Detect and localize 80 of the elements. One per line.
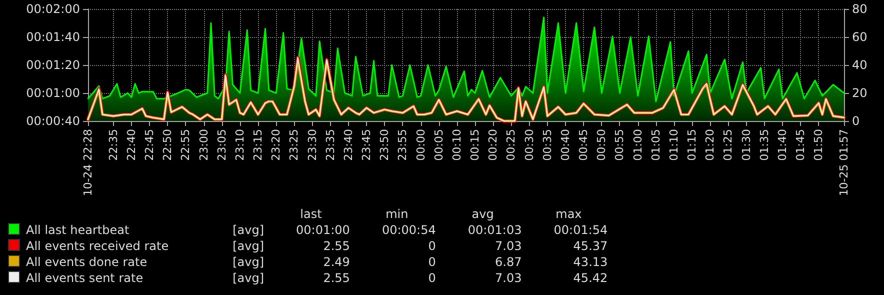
text: [avg] bbox=[232, 222, 266, 238]
x-tick-label: 10-25 01:57 bbox=[838, 129, 850, 196]
text: 0 bbox=[427, 254, 437, 270]
x-tick-label: 22:40 bbox=[124, 129, 138, 161]
x-tick-label: 00:15 bbox=[468, 129, 482, 161]
text: 7.03 bbox=[494, 238, 523, 254]
x-tick-label: 00:55 bbox=[613, 129, 626, 161]
x-tick-label: 22:45 bbox=[142, 129, 156, 161]
x-tick-label: 01:25 bbox=[722, 129, 735, 161]
x-tick-label: 00:10 bbox=[450, 129, 464, 161]
x-tick-label: 23:05 bbox=[215, 129, 228, 161]
x-tick-label: 01:15 bbox=[686, 129, 699, 161]
legend-label: All last heartbeat bbox=[25, 222, 130, 238]
legend-label: All events done rate bbox=[25, 254, 148, 270]
x-tick-label: 00:00 bbox=[414, 129, 428, 161]
x-tick-label: 23:40 bbox=[342, 129, 355, 161]
legend-label: All events received rate bbox=[25, 238, 170, 254]
x-tick-label: 22:50 bbox=[161, 129, 174, 161]
text: [avg] bbox=[232, 254, 266, 270]
text: 45.42 bbox=[572, 270, 609, 286]
text: [avg] bbox=[232, 238, 266, 254]
text: min bbox=[384, 206, 410, 222]
x-tick-label: 00:20 bbox=[486, 129, 500, 161]
text: 00:00:54 bbox=[380, 222, 437, 238]
x-tick-label: 23:15 bbox=[252, 129, 265, 161]
x-tick-label: 01:40 bbox=[776, 129, 790, 161]
x-tick-label: 00:25 bbox=[504, 129, 518, 161]
text: 45.37 bbox=[572, 238, 609, 254]
text: 2.55 bbox=[322, 238, 351, 254]
x-tick-label: 01:10 bbox=[667, 129, 680, 161]
x-tick-label: 23:50 bbox=[378, 129, 392, 161]
x-tick-label: 00:50 bbox=[595, 129, 608, 161]
text: avg bbox=[470, 206, 495, 222]
x-tick-label: 23:00 bbox=[197, 129, 210, 161]
x-tick-label: 22:55 bbox=[179, 129, 192, 161]
x-tick-label: 01:20 bbox=[704, 129, 717, 161]
x-tick-label: 00:35 bbox=[540, 129, 554, 161]
y2-tick-label: 60 bbox=[852, 30, 868, 44]
y-tick-label: 00:01:20 bbox=[26, 58, 80, 72]
x-tick-label: 00:05 bbox=[432, 129, 446, 161]
x-tick-label: 23:30 bbox=[306, 129, 319, 161]
text: 2.55 bbox=[322, 270, 351, 286]
text: 00:01:03 bbox=[466, 222, 523, 238]
text: 0 bbox=[427, 270, 437, 286]
text: 00:01:00 bbox=[295, 222, 351, 238]
text: 7.03 bbox=[494, 270, 523, 286]
y2-tick-label: 40 bbox=[852, 58, 868, 72]
y2-tick-label: 0 bbox=[852, 114, 860, 128]
x-tick-label: 23:25 bbox=[288, 129, 301, 161]
x-tick-label: 23:55 bbox=[396, 129, 410, 161]
text: 0 bbox=[427, 238, 437, 254]
x-tick-label: 01:05 bbox=[649, 129, 662, 161]
x-tick-label: 00:40 bbox=[558, 129, 572, 161]
text: last bbox=[299, 206, 323, 222]
x-tick-label: 00:45 bbox=[577, 129, 590, 161]
x-tick-label: 23:20 bbox=[270, 129, 283, 161]
x-tick-label: 22:35 bbox=[106, 129, 120, 161]
text: [avg] bbox=[232, 270, 266, 286]
y-tick-label: 00:00:40 bbox=[26, 114, 80, 128]
text: 43.13 bbox=[572, 254, 609, 270]
x-tick-label: 01:35 bbox=[758, 129, 771, 161]
y2-tick-label: 20 bbox=[852, 86, 868, 100]
y2-tick-label: 80 bbox=[852, 2, 868, 16]
y-tick-label: 00:01:00 bbox=[26, 86, 80, 100]
text: 2.49 bbox=[322, 254, 351, 270]
x-tick-label: 01:30 bbox=[740, 129, 753, 161]
x-tick-label: 23:45 bbox=[360, 129, 374, 161]
text: 6.87 bbox=[494, 254, 523, 270]
x-tick-label: 01:45 bbox=[794, 129, 808, 161]
text: 00:01:54 bbox=[552, 222, 609, 238]
text: max bbox=[554, 206, 583, 222]
x-tick-label: 01:00 bbox=[631, 129, 644, 161]
x-tick-label: 00:30 bbox=[522, 129, 536, 161]
x-tick-label: 23:35 bbox=[324, 129, 337, 161]
y-tick-label: 00:01:40 bbox=[26, 30, 80, 44]
y-tick-label: 00:02:00 bbox=[26, 2, 80, 16]
x-tick-label: 10-24 22:28 bbox=[82, 129, 94, 196]
x-tick-label: 01:50 bbox=[812, 129, 826, 161]
legend-label: All events sent rate bbox=[25, 270, 144, 286]
x-tick-label: 23:10 bbox=[233, 129, 246, 161]
